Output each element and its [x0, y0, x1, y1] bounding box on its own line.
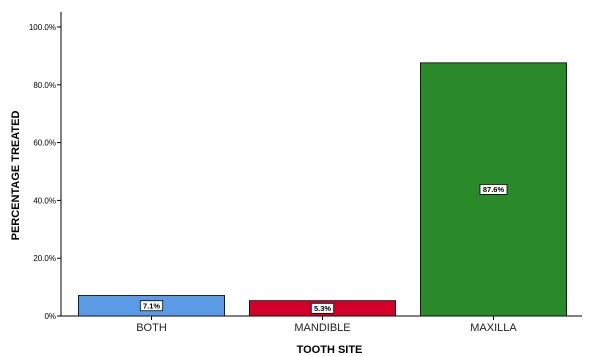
- x-axis-category-labels: BOTH MANDIBLE MAXILLA: [136, 316, 517, 334]
- y-tick-label: 80.0%: [33, 81, 56, 90]
- x-tick-label: BOTH: [136, 322, 167, 334]
- data-label-box: [139, 300, 164, 312]
- x-axis-title: TOOTH SITE: [297, 344, 363, 356]
- bars: 7.1% 5.3% 87.6%: [77, 62, 568, 317]
- y-tick-label: 60.0%: [33, 139, 56, 148]
- y-tick-label: 40.0%: [33, 196, 56, 205]
- x-tick-label: MANDIBLE: [294, 322, 350, 334]
- y-axis-ticks: 0% 20.0% 40.0% 60.0% 80.0% 100.0%: [29, 23, 61, 321]
- y-tick-label: 100.0%: [29, 23, 56, 32]
- y-tick-label: 0%: [44, 312, 56, 321]
- data-label-box: [310, 302, 335, 314]
- y-tick-label: 20.0%: [33, 254, 56, 263]
- data-label-box: [479, 184, 508, 195]
- y-axis-title: PERCENTAGE TREATED: [10, 111, 22, 241]
- data-label: 5.3%: [314, 304, 331, 313]
- data-label: 87.6%: [483, 185, 505, 194]
- data-label: 7.1%: [143, 302, 160, 311]
- x-tick-label: MAXILLA: [470, 322, 517, 334]
